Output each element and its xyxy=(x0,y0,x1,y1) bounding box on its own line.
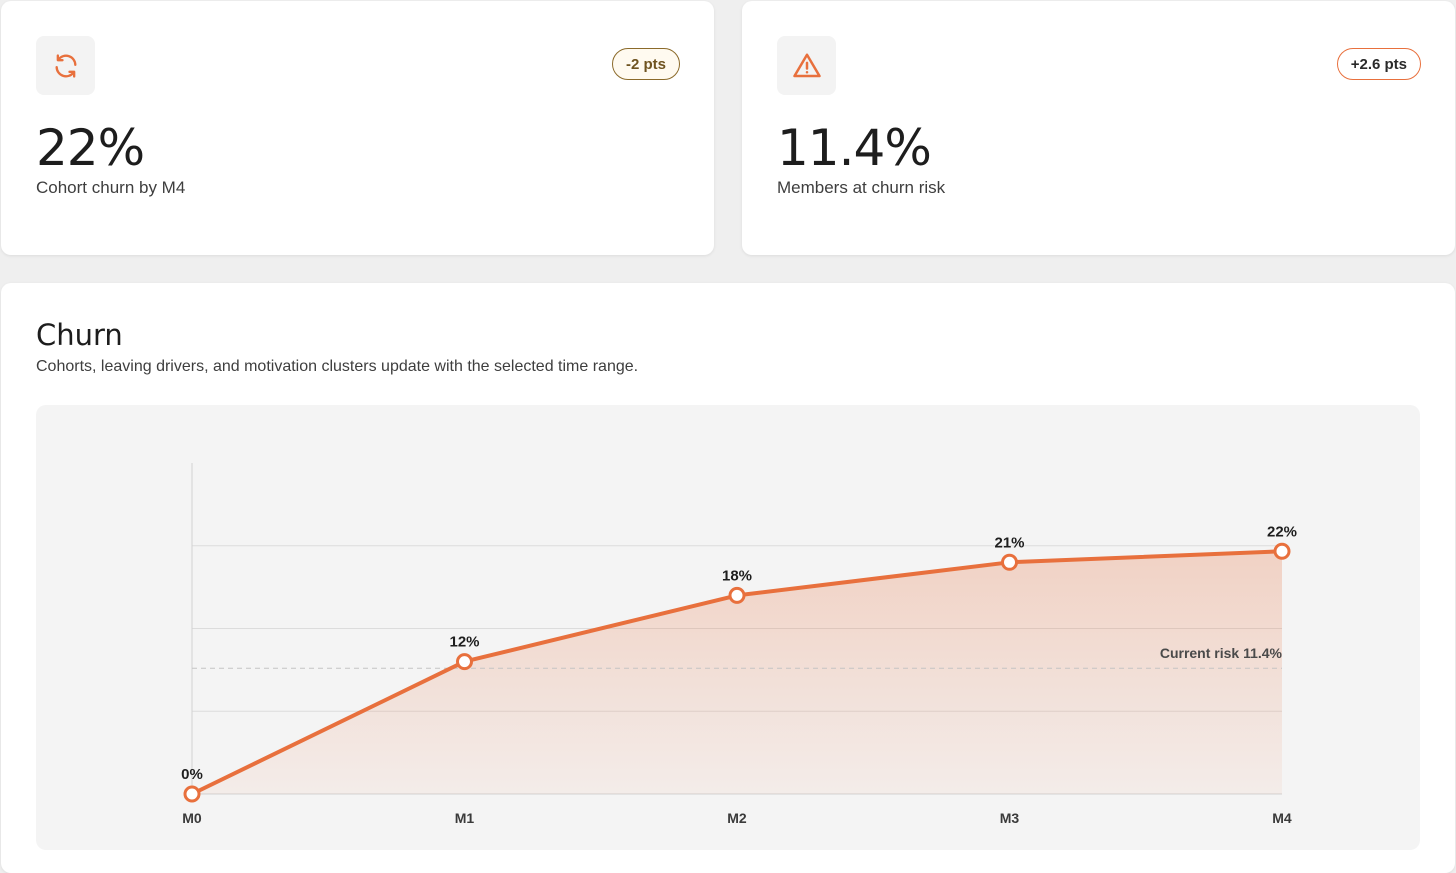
kpi-value: 11.4% xyxy=(777,119,932,177)
churn-chart: Current risk 11.4% 0% 12% 18% 21% 22% M0 M1 M2 M3… xyxy=(36,405,1420,850)
data-point xyxy=(183,785,201,803)
kpi-card-cohort-churn: -2 pts 22% Cohort churn by M4 xyxy=(1,1,714,255)
refresh-icon xyxy=(36,36,95,95)
x-tick-label: M3 xyxy=(1000,810,1020,826)
kpi-label: Cohort churn by M4 xyxy=(36,178,186,197)
x-tick-label: M0 xyxy=(182,810,202,826)
churn-panel: Churn Cohorts, leaving drivers, and moti… xyxy=(1,283,1455,873)
area-fill xyxy=(192,551,1282,794)
data-point xyxy=(1001,553,1018,571)
change-badge: -2 pts xyxy=(611,48,680,80)
data-point xyxy=(1273,542,1291,560)
data-label: 22% xyxy=(1267,523,1297,540)
data-label: 18% xyxy=(722,567,752,584)
data-point xyxy=(728,586,746,604)
kpi-card-churn-risk: +2.6 pts 11.4% Members at churn risk xyxy=(742,1,1455,255)
churn-chart-svg: Current risk 11.4% 0% 12% 18% 21% 22% M0 M1 M2 M3… xyxy=(181,463,1297,826)
data-label: 12% xyxy=(449,634,479,651)
panel-title: Churn xyxy=(36,318,123,352)
panel-subtitle: Cohorts, leaving drivers, and motivation… xyxy=(36,358,639,375)
warning-icon xyxy=(777,36,836,95)
data-label: 21% xyxy=(994,534,1024,551)
kpi-value: 22% xyxy=(36,119,145,177)
change-badge: +2.6 pts xyxy=(1336,48,1421,80)
data-label: 0% xyxy=(181,766,203,783)
x-tick-label: M2 xyxy=(727,810,747,826)
kpi-label: Members at churn risk xyxy=(777,178,946,197)
x-tick-label: M1 xyxy=(455,810,475,826)
x-tick-label: M4 xyxy=(1272,810,1292,826)
reference-line-label: Current risk 11.4% xyxy=(1160,645,1283,661)
data-point xyxy=(456,653,473,671)
